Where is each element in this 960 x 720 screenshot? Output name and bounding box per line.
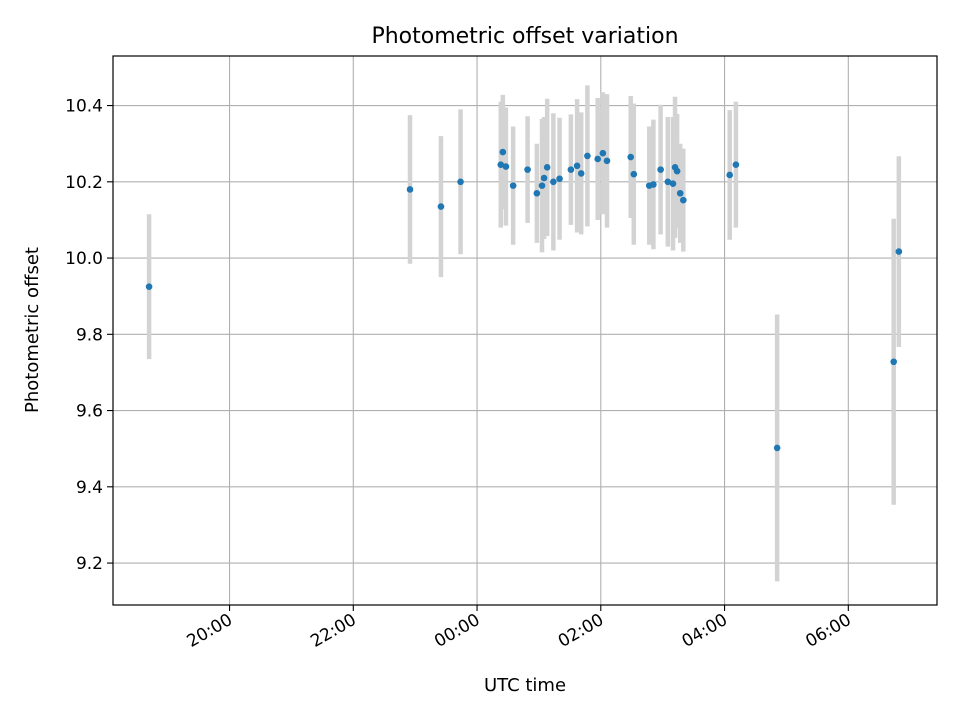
data-point — [145, 283, 153, 290]
data-point — [669, 180, 677, 188]
data-point — [676, 189, 684, 197]
y-tick-label: 9.2 — [76, 554, 103, 574]
data-point — [556, 175, 563, 183]
data-point — [599, 149, 607, 157]
data-point — [550, 178, 557, 186]
data-point — [538, 182, 546, 189]
data-point — [499, 148, 507, 156]
y-tick-label: 10.0 — [65, 249, 103, 269]
grid — [113, 56, 937, 605]
data-point — [594, 155, 602, 163]
y-axis-label: Photometric offset — [22, 247, 43, 413]
plot-frame — [112, 55, 938, 606]
data-point — [509, 182, 517, 189]
data-point — [406, 186, 414, 193]
data-point — [540, 174, 548, 182]
x-axis-label: UTC time — [484, 675, 566, 696]
data-point — [680, 196, 687, 204]
y-tick-label: 10.4 — [65, 97, 103, 117]
data-point — [603, 157, 611, 165]
data-point — [584, 152, 591, 160]
data-point — [657, 166, 664, 173]
data-point — [577, 170, 585, 177]
data-point — [573, 162, 581, 170]
y-tick-label: 9.8 — [76, 325, 103, 345]
data-point — [457, 178, 464, 186]
y-axis: 9.2 9.4 9.6 9.8 10.0 10.2 10.4 — [65, 97, 113, 574]
data-point — [732, 161, 740, 168]
data-point — [437, 203, 445, 210]
data-point — [650, 181, 657, 188]
data-point — [524, 166, 531, 173]
data-point — [533, 189, 541, 197]
data-point — [890, 358, 897, 366]
data-point — [726, 171, 734, 179]
chart-title: Photometric offset variation — [371, 24, 678, 49]
data-point — [664, 178, 672, 186]
data-point — [673, 167, 681, 175]
data-point — [567, 166, 575, 173]
y-tick-label: 9.6 — [76, 402, 103, 422]
data-point — [497, 161, 505, 168]
y-tick-label: 10.2 — [65, 173, 103, 193]
data-point — [502, 163, 510, 170]
data-point — [773, 444, 781, 452]
y-tick-label: 9.4 — [76, 478, 103, 498]
data-points — [145, 148, 903, 452]
data-point — [895, 248, 903, 255]
data-point — [627, 153, 635, 161]
data-point — [630, 170, 638, 178]
data-point — [543, 164, 551, 171]
